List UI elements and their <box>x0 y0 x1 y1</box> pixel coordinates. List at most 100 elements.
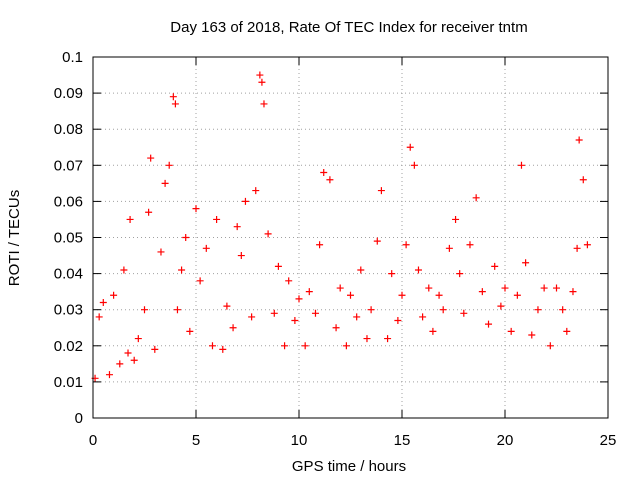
y-tick-label: 0.05 <box>54 230 83 247</box>
data-point <box>192 205 200 213</box>
data-point <box>456 270 464 278</box>
data-point <box>305 288 313 296</box>
data-point <box>157 248 165 256</box>
data-point <box>398 291 406 299</box>
data-point <box>237 252 245 260</box>
data-point <box>342 342 350 350</box>
data-point <box>388 270 396 278</box>
data-point <box>445 244 453 252</box>
data-point <box>522 259 530 267</box>
data-point <box>439 306 447 314</box>
data-point <box>563 327 571 335</box>
data-point <box>169 93 177 101</box>
data-point <box>507 327 515 335</box>
data-point <box>402 241 410 249</box>
data-point <box>569 288 577 296</box>
data-point <box>130 356 138 364</box>
data-point <box>363 335 371 343</box>
y-tick-label: 0.03 <box>54 302 83 319</box>
data-point <box>171 100 179 108</box>
data-point <box>274 262 282 270</box>
data-point <box>258 78 266 86</box>
data-point <box>357 266 365 274</box>
data-point <box>178 266 186 274</box>
data-point <box>491 262 499 270</box>
x-tick-label: 20 <box>497 432 514 449</box>
data-point <box>208 342 216 350</box>
data-point <box>120 266 128 274</box>
grid-lines <box>93 57 608 418</box>
data-point <box>95 313 103 321</box>
x-tick-label: 25 <box>600 432 617 449</box>
data-point <box>575 136 583 144</box>
x-tick-label: 15 <box>394 432 411 449</box>
data-point <box>295 295 303 303</box>
data-point <box>291 317 299 325</box>
data-point <box>141 306 148 314</box>
data-point <box>429 327 437 335</box>
data-point <box>311 309 319 317</box>
data-point <box>517 161 525 169</box>
data-point <box>513 291 521 299</box>
data-point <box>202 244 210 252</box>
y-tick-label: 0.09 <box>54 85 83 102</box>
data-point <box>233 223 241 231</box>
data-point <box>546 342 554 350</box>
axis-ticks: 0 5 10 15 20 25 0 0.01 0.02 0.03 0.04 0.05 0.06 0.07 0… <box>54 49 617 449</box>
data-point <box>583 241 591 249</box>
data-point <box>301 342 309 350</box>
data-point <box>260 100 268 108</box>
data-point <box>116 360 124 368</box>
data-point <box>219 345 227 353</box>
data-point <box>377 187 385 195</box>
data-point <box>196 277 204 285</box>
data-point <box>497 302 505 310</box>
y-tick-label: 0 <box>75 410 83 427</box>
data-point <box>406 143 414 151</box>
data-point <box>326 176 334 184</box>
data-point <box>501 284 509 292</box>
data-point <box>410 161 418 169</box>
data-point <box>229 324 237 332</box>
data-point <box>478 288 486 296</box>
data-point <box>472 194 480 202</box>
data-point <box>281 342 289 350</box>
x-axis-label: GPS time / hours <box>292 458 406 475</box>
data-point <box>332 324 340 332</box>
data-point <box>320 169 328 177</box>
data-point <box>353 313 361 321</box>
y-tick-label: 0.08 <box>54 121 83 138</box>
data-point <box>270 309 278 317</box>
data-point <box>264 230 272 238</box>
y-tick-label: 0.01 <box>54 374 83 391</box>
chart-title: Day 163 of 2018, Rate Of TEC Index for r… <box>170 19 527 36</box>
data-point <box>419 313 427 321</box>
data-point <box>347 291 354 299</box>
data-point <box>414 266 422 274</box>
data-point <box>186 327 194 335</box>
data-point <box>182 234 190 241</box>
data-point <box>241 197 249 205</box>
data-point <box>256 71 264 79</box>
data-point <box>373 237 381 245</box>
data-point <box>384 335 392 343</box>
y-tick-label: 0.02 <box>54 338 83 355</box>
data-point <box>145 208 153 216</box>
data-point <box>316 241 324 249</box>
data-point <box>452 215 460 223</box>
data-point <box>161 179 169 187</box>
data-point <box>223 302 231 310</box>
y-tick-label: 0.04 <box>54 266 83 283</box>
data-point <box>99 298 107 306</box>
data-point <box>460 309 468 317</box>
data-point <box>540 284 548 292</box>
data-point <box>248 313 256 321</box>
data-point <box>435 291 443 299</box>
data-point <box>252 187 260 195</box>
data-points <box>91 71 591 382</box>
data-point <box>151 345 159 353</box>
data-point <box>124 349 132 357</box>
data-point <box>213 215 221 223</box>
